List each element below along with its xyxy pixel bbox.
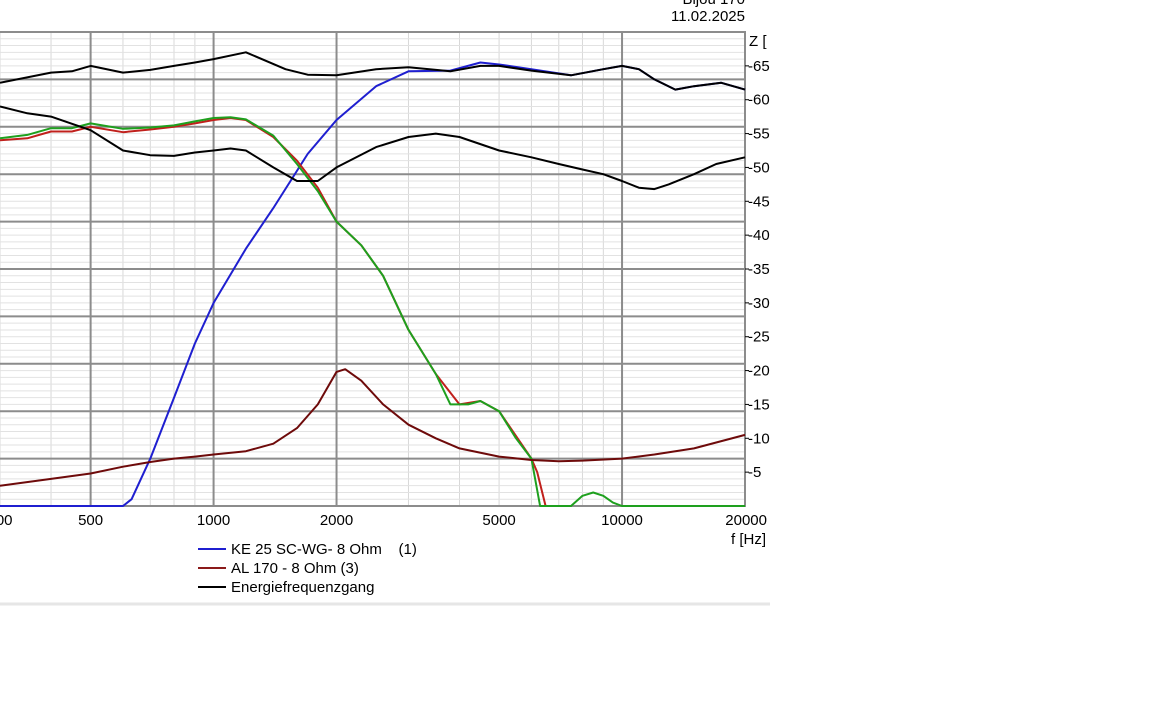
series-line-impedance [0, 368, 746, 487]
legend-label: KE 25 SC-WG- 8 Ohm (1) [231, 541, 417, 558]
y-tick-label: -65 [748, 58, 770, 75]
y-axis-label: Z [ [749, 33, 767, 50]
project-name: Bijou 170 [682, 0, 745, 8]
legend-label: AL 170 - 8 Ohm (3) [231, 560, 359, 577]
y-tick-label: -10 [748, 430, 770, 447]
series-line-ke25_spl [0, 61, 746, 507]
y-tick-label: -45 [748, 193, 770, 210]
x-tick-label: 20000 [725, 512, 767, 529]
legend-item-energy: Energiefrequenzgang [198, 579, 374, 596]
y-tick-label: -30 [748, 295, 770, 312]
y-tick-label: -40 [748, 227, 770, 244]
series-line-energy [0, 105, 746, 191]
y-tick-label: -50 [748, 159, 770, 176]
x-tick-label: 5000 [482, 512, 515, 529]
y-tick-label: -15 [748, 396, 770, 413]
y-tick-label: -20 [748, 363, 770, 380]
x-tick-label: 500 [78, 512, 103, 529]
x-tick-label: 300 [0, 512, 13, 529]
axes: Bijou 170 11.02.2025 Z [ f [Hz] -5 -10 -15… [0, 0, 770, 548]
x-axis-label: f [Hz] [731, 531, 766, 548]
series-line-sum_spl [0, 116, 745, 507]
legend-item-al170: AL 170 - 8 Ohm (3) [198, 560, 359, 577]
y-tick-label: -60 [748, 92, 770, 109]
series-lines [0, 51, 746, 507]
legend: KE 25 SC-WG- 8 Ohm (1) AL 170 - 8 Ohm (3… [198, 541, 417, 596]
x-tick-label: 10000 [601, 512, 643, 529]
legend-label: Energiefrequenzgang [231, 579, 374, 596]
plot-grid [0, 31, 746, 507]
chart-date: 11.02.2025 [671, 8, 745, 25]
y-tick-label: -35 [748, 261, 770, 278]
series-line-top_black [0, 51, 746, 91]
x-tick-label: 1000 [197, 512, 230, 529]
y-tick-label: -5 [748, 464, 761, 481]
y-tick-label: -55 [748, 126, 770, 143]
series-line-al170_spl [0, 117, 547, 507]
y-tick-label: -25 [748, 329, 770, 346]
legend-item-ke25: KE 25 SC-WG- 8 Ohm (1) [198, 541, 417, 558]
x-tick-label: 2000 [320, 512, 353, 529]
